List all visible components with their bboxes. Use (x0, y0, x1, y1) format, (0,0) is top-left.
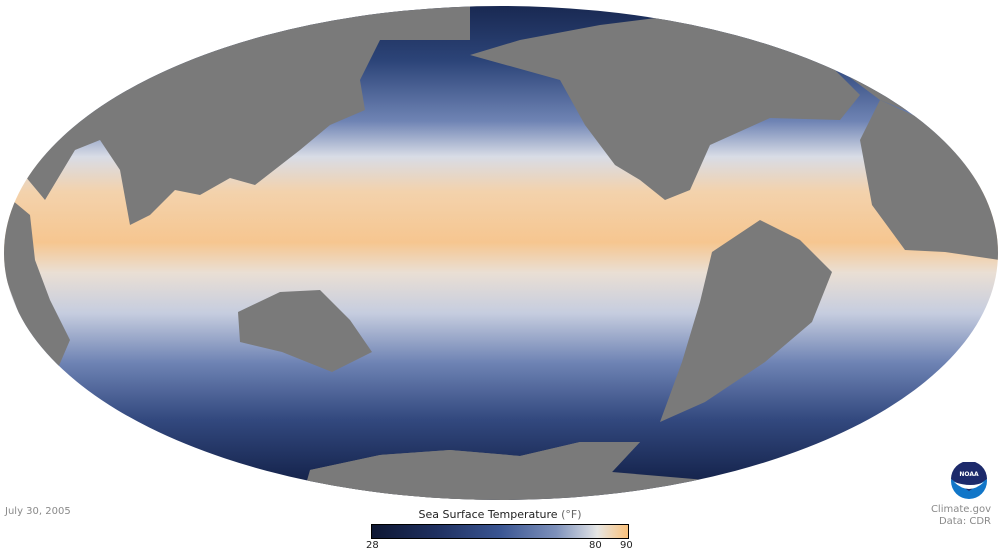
legend-title: Sea Surface Temperature (°F) (371, 508, 629, 521)
legend-min-label: 28 (366, 540, 379, 551)
land-north-america (470, 15, 860, 200)
legend-max-label: 90 (620, 540, 633, 551)
land-australia (238, 290, 372, 372)
legend-mid-label: 80 (589, 540, 602, 551)
sea-surface-temperature-map (4, 6, 998, 500)
legend-unit: (°F) (561, 508, 582, 521)
land-antarctica-main (310, 442, 640, 500)
color-scale-bar (371, 524, 629, 539)
svg-text:NOAA: NOAA (959, 471, 979, 478)
legend-title-text: Sea Surface Temperature (418, 508, 558, 521)
land-africa (4, 190, 70, 375)
credit-source: Climate.gov (930, 504, 991, 515)
land-south-america (660, 220, 832, 422)
date-label: July 30, 2005 (5, 506, 71, 517)
credits: Climate.gov Data: CDR (931, 504, 991, 528)
ocean (4, 6, 998, 500)
credit-data: Data: CDR (938, 516, 991, 527)
noaa-logo-icon: NOAA (951, 462, 987, 499)
